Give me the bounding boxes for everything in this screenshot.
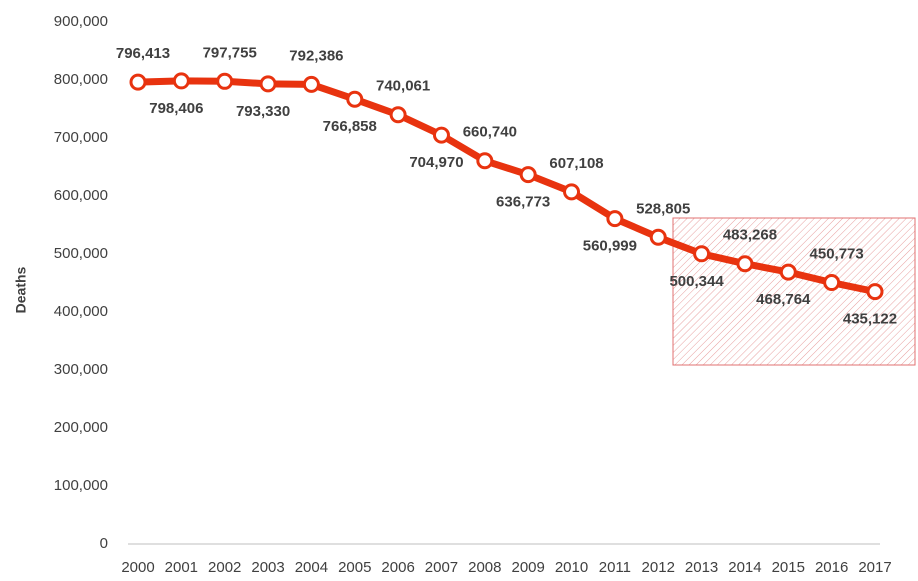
data-point [476,152,494,170]
y-tick-label: 900,000 [54,13,108,30]
x-tick-label: 2012 [642,559,675,576]
data-label: 797,755 [203,44,257,61]
y-tick-label: 500,000 [54,245,108,262]
y-tick-label: 100,000 [54,477,108,494]
y-axis-label: Deaths [13,266,29,313]
x-tick-label: 2002 [208,559,241,576]
data-point [259,75,277,93]
data-label: 607,108 [549,155,603,172]
data-point [129,73,147,91]
data-label: 740,061 [376,78,430,95]
data-point [172,72,190,90]
data-point [563,183,581,201]
x-tick-label: 2016 [815,559,848,576]
x-tick-label: 2014 [728,559,761,576]
data-label: 468,764 [756,291,811,308]
data-label: 435,122 [843,311,897,328]
data-point [606,210,624,228]
x-tick-label: 2004 [295,559,328,576]
data-label: 796,413 [116,45,170,62]
data-label: 704,970 [409,154,463,171]
x-tick-label: 2013 [685,559,718,576]
x-tick-label: 2007 [425,559,458,576]
y-tick-label: 800,000 [54,71,108,88]
x-tick-label: 2006 [381,559,414,576]
data-label: 500,344 [669,273,724,290]
data-label: 792,386 [289,47,343,64]
y-tick-label: 600,000 [54,187,108,204]
data-label: 793,330 [236,103,290,120]
y-tick-label: 400,000 [54,303,108,320]
data-point [389,106,407,124]
data-point [866,283,884,301]
x-tick-label: 2010 [555,559,588,576]
data-point [823,274,841,292]
data-point [432,126,450,144]
x-tick-label: 2017 [858,559,891,576]
x-tick-label: 2003 [251,559,284,576]
data-label: 450,773 [810,246,864,263]
x-tick-label: 2005 [338,559,371,576]
y-tick-label: 700,000 [54,129,108,146]
data-label: 636,773 [496,194,550,211]
x-tick-label: 2009 [511,559,544,576]
data-label: 766,858 [323,118,377,135]
data-point [693,245,711,263]
data-point [519,166,537,184]
data-point [736,255,754,273]
data-point [302,75,320,93]
data-point [779,263,797,281]
data-label: 483,268 [723,227,777,244]
data-point [346,90,364,108]
data-label: 560,999 [583,238,637,255]
data-label: 798,406 [149,100,203,117]
y-tick-label: 200,000 [54,419,108,436]
data-label: 660,740 [463,124,517,141]
data-label: 528,805 [636,200,690,217]
x-tick-label: 2001 [165,559,198,576]
x-tick-label: 2015 [772,559,805,576]
x-tick-label: 2011 [599,559,631,576]
y-tick-label: 0 [100,535,108,552]
data-point [649,228,667,246]
x-tick-label: 2008 [468,559,501,576]
y-tick-label: 300,000 [54,361,108,378]
data-point [216,72,234,90]
x-tick-label: 2000 [121,559,154,576]
